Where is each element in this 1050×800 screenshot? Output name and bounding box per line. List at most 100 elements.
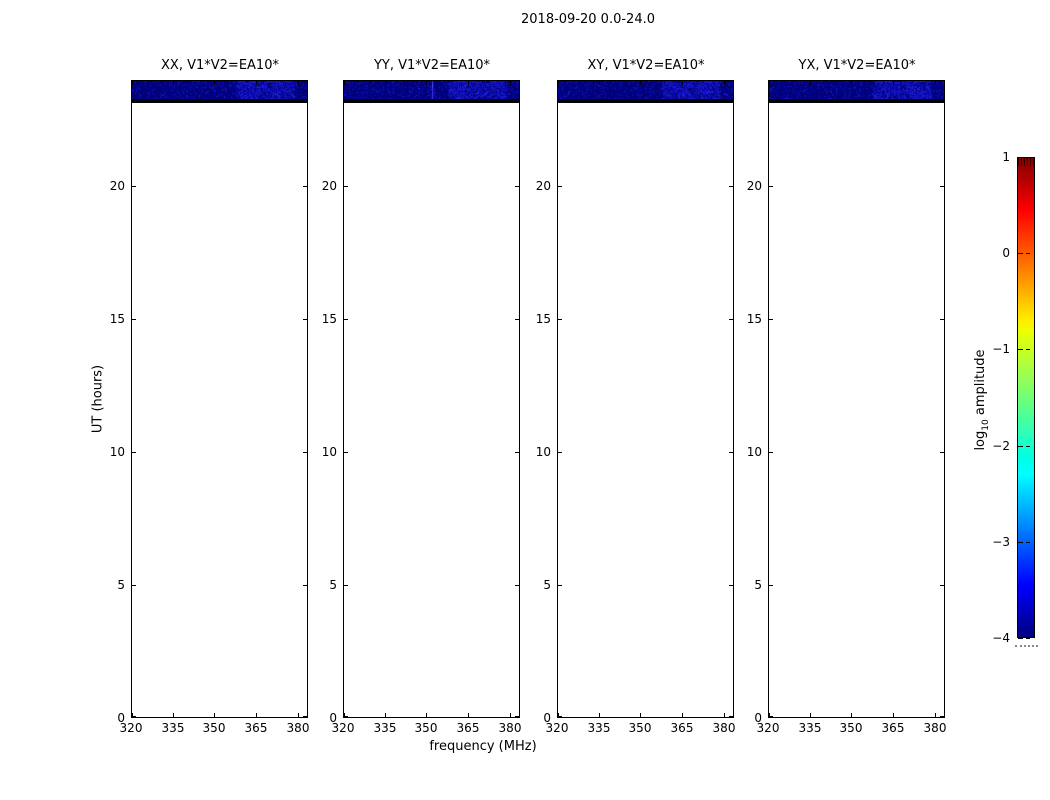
colorbar-label-suffix: amplitude xyxy=(973,349,988,419)
data-band-canvas xyxy=(132,81,307,99)
colorbar-label: log10 amplitude xyxy=(973,349,991,450)
y-tick xyxy=(769,716,773,717)
y-tick xyxy=(344,319,348,320)
heatmap-panel-yx xyxy=(768,80,945,718)
y-tick xyxy=(303,319,307,320)
y-tick xyxy=(303,186,307,187)
y-tick xyxy=(344,186,348,187)
y-tick xyxy=(515,585,519,586)
band-gap-strip xyxy=(344,99,519,103)
x-tick xyxy=(426,81,427,85)
colorbar-underflow-dots xyxy=(1015,645,1038,647)
y-tick xyxy=(515,319,519,320)
y-tick xyxy=(558,319,562,320)
y-tick-label: 5 xyxy=(91,577,125,593)
x-tick-label: 365 xyxy=(665,721,699,736)
y-tick xyxy=(940,585,944,586)
x-tick xyxy=(385,81,386,85)
x-tick-label: 350 xyxy=(409,721,443,736)
y-tick xyxy=(940,186,944,187)
x-tick xyxy=(173,81,174,85)
colorbar-tick-mark xyxy=(1026,253,1030,254)
colorbar-tick-label: −4 xyxy=(970,630,1010,646)
x-tick xyxy=(935,81,936,85)
colorbar-label-sub: 10 xyxy=(981,419,991,430)
y-tick xyxy=(132,319,136,320)
x-tick-label: 335 xyxy=(582,721,616,736)
x-tick-label: 350 xyxy=(197,721,231,736)
colorbar-tick-mark xyxy=(1026,542,1030,543)
y-tick-label: 5 xyxy=(517,577,551,593)
y-tick xyxy=(940,319,944,320)
x-tick xyxy=(510,713,511,717)
x-tick xyxy=(724,713,725,717)
x-tick xyxy=(214,81,215,85)
x-tick xyxy=(810,81,811,85)
band-gap-strip xyxy=(769,99,944,103)
y-tick xyxy=(558,452,562,453)
y-tick xyxy=(344,716,348,717)
heatmap-panel-xy xyxy=(557,80,734,718)
colorbar-tick-label: 1 xyxy=(970,149,1010,165)
colorbar-tick-label: 0 xyxy=(970,245,1010,261)
x-tick xyxy=(851,81,852,85)
x-tick xyxy=(935,713,936,717)
x-tick xyxy=(682,713,683,717)
colorbar-tick-mark xyxy=(1026,638,1030,639)
x-tick-label: 335 xyxy=(368,721,402,736)
y-tick xyxy=(132,716,136,717)
y-tick xyxy=(132,585,136,586)
y-tick-label: 0 xyxy=(517,710,551,726)
y-tick xyxy=(132,452,136,453)
x-tick xyxy=(558,81,559,85)
heatmap-panel-yy xyxy=(343,80,520,718)
x-tick xyxy=(851,713,852,717)
data-band-canvas xyxy=(769,81,944,99)
y-tick xyxy=(344,585,348,586)
y-tick-label: 20 xyxy=(91,178,125,194)
panel-title: YY, V1*V2=EA10* xyxy=(322,58,542,73)
x-tick xyxy=(640,81,641,85)
data-band-canvas xyxy=(558,81,733,99)
band-gap-strip xyxy=(132,99,307,103)
y-tick xyxy=(558,186,562,187)
y-tick xyxy=(729,585,733,586)
y-tick xyxy=(940,452,944,453)
y-tick xyxy=(769,186,773,187)
panel-title: XX, V1*V2=EA10* xyxy=(110,58,330,73)
colorbar xyxy=(1017,157,1035,638)
colorbar-tick-mark xyxy=(1026,349,1030,350)
y-tick xyxy=(558,585,562,586)
panel-title: YX, V1*V2=EA10* xyxy=(747,58,967,73)
y-tick-label: 0 xyxy=(91,710,125,726)
y-tick-label: 15 xyxy=(91,311,125,327)
band-gap-strip xyxy=(558,99,733,103)
y-tick xyxy=(558,716,562,717)
colorbar-overflow-hatch xyxy=(1018,158,1034,166)
x-tick xyxy=(468,713,469,717)
x-tick xyxy=(132,81,133,85)
x-tick-label: 350 xyxy=(834,721,868,736)
y-tick xyxy=(940,716,944,717)
y-tick xyxy=(729,452,733,453)
y-tick xyxy=(515,452,519,453)
y-tick-label: 5 xyxy=(303,577,337,593)
x-tick xyxy=(173,713,174,717)
x-tick xyxy=(298,81,299,85)
y-tick-label: 20 xyxy=(728,178,762,194)
y-tick xyxy=(344,452,348,453)
heatmap-panel-xx xyxy=(131,80,308,718)
y-tick-label: 15 xyxy=(728,311,762,327)
y-tick xyxy=(303,716,307,717)
x-tick xyxy=(426,713,427,717)
colorbar-tick-mark xyxy=(1018,253,1023,254)
panel-title: XY, V1*V2=EA10* xyxy=(536,58,756,73)
x-tick xyxy=(893,81,894,85)
data-band-canvas xyxy=(344,81,519,99)
colorbar-tick-label: −3 xyxy=(970,534,1010,550)
y-tick-label: 10 xyxy=(728,444,762,460)
x-tick xyxy=(510,81,511,85)
y-tick-label: 10 xyxy=(303,444,337,460)
y-tick-label: 0 xyxy=(728,710,762,726)
x-tick xyxy=(599,713,600,717)
